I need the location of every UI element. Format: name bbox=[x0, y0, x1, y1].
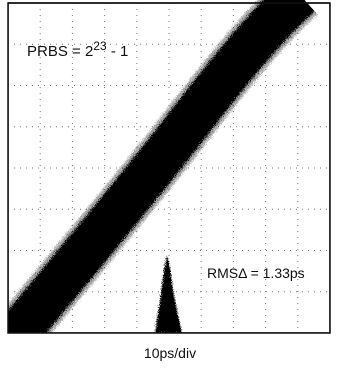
mask-left bbox=[0, 0, 8, 368]
eye-trace bbox=[0, 0, 318, 357]
prbs-label: PRBS = 223 - 1 bbox=[27, 39, 128, 60]
mask-bottom bbox=[8, 333, 330, 368]
prbs-tail: - 1 bbox=[107, 43, 129, 60]
prbs-exponent: 23 bbox=[93, 39, 107, 53]
screen-border bbox=[7, 2, 331, 334]
jitter-histogram bbox=[155, 255, 182, 333]
prbs-base: PRBS = 2 bbox=[27, 43, 93, 60]
x-scale-label: 10ps/div bbox=[144, 345, 196, 361]
rms-label: RMSΔ = 1.33ps bbox=[207, 265, 305, 281]
mask-right bbox=[330, 0, 342, 368]
trace-halo bbox=[0, 0, 318, 357]
